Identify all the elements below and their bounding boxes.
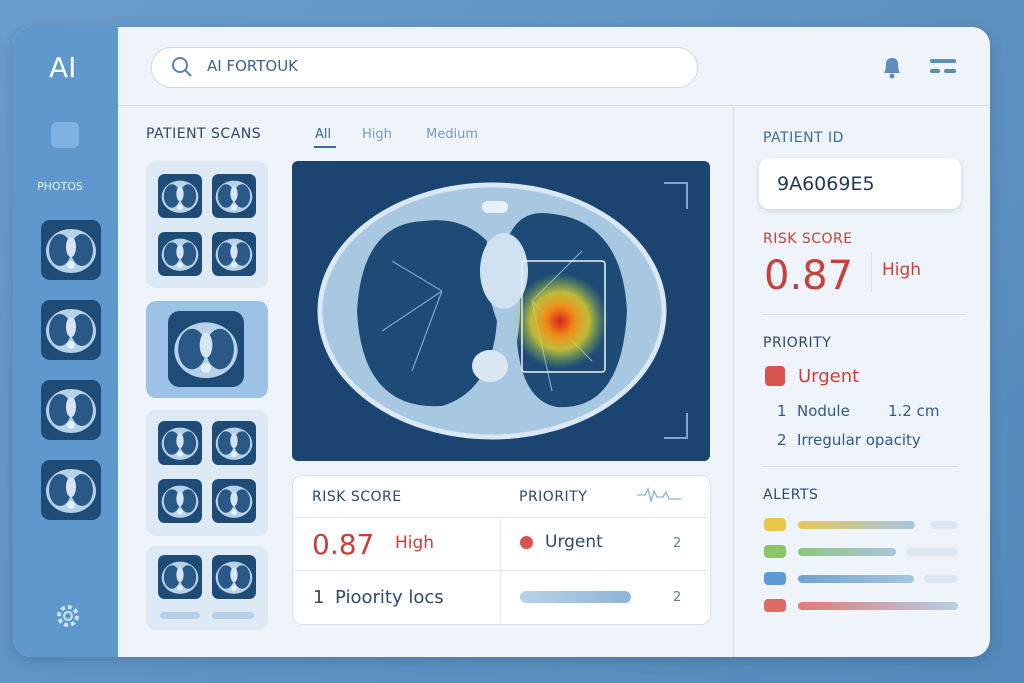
divider (763, 466, 958, 467)
tab[interactable]: Medium (426, 127, 478, 142)
risk-level: High (395, 533, 435, 553)
bell-icon[interactable] (880, 54, 904, 80)
scan-thumbnail[interactable] (158, 421, 202, 465)
finding-index: 2 (777, 431, 787, 449)
tab-underline (314, 146, 336, 148)
divider (118, 105, 990, 106)
search-icon (172, 57, 192, 77)
label: RISK SCORE (763, 231, 853, 247)
left-lung (357, 220, 497, 407)
tab[interactable]: All (315, 127, 332, 142)
id-box (759, 158, 961, 209)
placeholder-bar (212, 612, 254, 619)
alert-icon (764, 518, 786, 531)
scan-thumbnail[interactable] (158, 232, 202, 276)
risk-score: 0.87 (764, 253, 854, 299)
patient-id: 9A6069E5 (777, 173, 875, 195)
mediastinum (480, 233, 528, 309)
divider (733, 105, 734, 657)
tab[interactable]: High (362, 127, 392, 142)
finding-name: Nodule (797, 402, 850, 420)
waveform-icon (637, 487, 681, 503)
scan-thumbnail[interactable] (158, 479, 202, 523)
row-label: Pioority locs (335, 587, 444, 608)
alert-bar (930, 521, 958, 529)
scan-thumbnail[interactable] (212, 174, 256, 218)
summary-table (292, 475, 711, 625)
alert-bar (798, 602, 958, 610)
table-header: RISK SCORE (312, 489, 402, 505)
progress-bar (520, 591, 631, 603)
ct-scan-viewer[interactable] (292, 161, 710, 461)
scan-thumbnail[interactable] (212, 479, 256, 523)
finding-index: 1 (777, 402, 787, 420)
alert-icon (764, 599, 786, 612)
count: 2 (673, 590, 682, 605)
label: PATIENT ID (763, 130, 844, 146)
search-bar[interactable] (151, 47, 698, 88)
priority-dot (520, 536, 533, 549)
row-index: 1 (313, 587, 325, 608)
scan-thumbnail[interactable] (158, 174, 202, 218)
heatmap (512, 273, 608, 369)
finding-name: Irregular opacity (797, 431, 921, 449)
scan-thumbnails (158, 174, 256, 619)
logo: AI (49, 51, 77, 84)
row-divider (293, 517, 708, 518)
alert-icon (764, 545, 786, 558)
nav-icon[interactable] (51, 122, 79, 148)
alert-bar (924, 575, 958, 583)
menu-icon[interactable] (930, 57, 956, 77)
alert-bar (798, 521, 915, 529)
finding-size: 1.2 cm (888, 402, 940, 420)
scan-thumbnail[interactable] (41, 380, 101, 440)
risk-score: 0.87 (312, 528, 375, 561)
scan-thumbnail[interactable] (41, 460, 101, 520)
label: ALERTS (763, 487, 819, 503)
scan-thumbnail[interactable] (41, 300, 101, 360)
scan-thumbnail[interactable] (41, 220, 101, 280)
scan-thumbnail[interactable] (212, 555, 256, 599)
sternum (482, 201, 508, 213)
scan-thumbnail[interactable] (168, 311, 244, 387)
count: 2 (673, 536, 682, 551)
spine (472, 350, 508, 382)
alert-icon (764, 572, 786, 585)
alert-bar (798, 575, 914, 583)
col-divider (500, 518, 501, 622)
divider (871, 252, 872, 292)
label: PRIORITY (763, 335, 832, 351)
priority-badge (765, 366, 785, 386)
scan-thumbnail[interactable] (158, 555, 202, 599)
scan-thumbnail[interactable] (212, 232, 256, 276)
sidebar-thumbnails (41, 220, 101, 520)
placeholder-bar (160, 612, 200, 619)
priority: Urgent (798, 366, 860, 387)
risk-level: High (882, 260, 922, 280)
settings-icon[interactable] (54, 602, 82, 630)
photos-label[interactable]: PHOTOS (37, 180, 83, 193)
viewer-corners (664, 182, 688, 439)
alert-bar (798, 548, 896, 556)
priority: Urgent (545, 532, 603, 552)
table-header: PRIORITY (519, 489, 588, 505)
divider (763, 314, 965, 315)
section-title: PATIENT SCANS (146, 126, 262, 142)
search-text: AI FORTOUK (207, 57, 299, 75)
scan-thumbnail[interactable] (212, 421, 256, 465)
detection-box (521, 260, 606, 373)
alert-bar (906, 548, 958, 556)
